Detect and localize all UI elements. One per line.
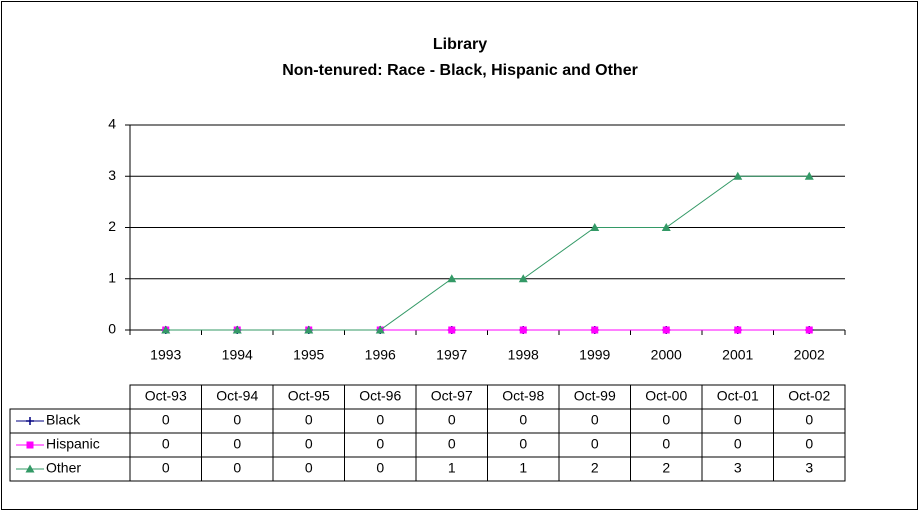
legend-label: Hispanic [46,436,100,452]
marker [805,326,813,334]
table-cell: 0 [519,436,527,452]
table-cell: 0 [305,436,313,452]
marker [25,464,35,473]
table-cell: 0 [734,412,742,428]
marker [519,326,527,334]
table-cell: 0 [805,436,813,452]
y-tick-label: 0 [108,321,116,337]
x-tick-label: 2001 [722,347,753,363]
table-cell: 2 [662,460,670,476]
table-header: Oct-02 [788,388,830,404]
table-cell: 1 [448,460,456,476]
table-cell: 0 [162,436,170,452]
table-cell: 0 [376,412,384,428]
x-tick-label: 2000 [651,347,682,363]
x-tick-label: 1995 [293,347,324,363]
marker [733,171,743,180]
table-header: Oct-94 [216,388,258,404]
table-header: Oct-01 [717,388,759,404]
table-header: Oct-98 [502,388,544,404]
table-cell: 0 [734,436,742,452]
marker [304,325,314,334]
table-cell: 0 [233,436,241,452]
marker [375,325,385,334]
table-header: Oct-96 [359,388,401,404]
table-cell: 0 [305,412,313,428]
y-tick-label: 4 [108,116,116,132]
x-tick-label: 1999 [579,347,610,363]
marker [661,223,671,231]
marker [232,325,242,334]
x-tick-label: 1996 [365,347,396,363]
table-cell: 0 [376,460,384,476]
table-header: Oct-99 [574,388,616,404]
table-cell: 2 [591,460,599,476]
table-cell: 3 [734,460,742,476]
table-cell: 0 [805,412,813,428]
table-cell: 0 [233,460,241,476]
x-tick-label: 2002 [794,347,825,363]
table-cell: 0 [662,436,670,452]
x-tick-label: 1998 [508,347,539,363]
x-tick-label: 1994 [222,347,253,363]
x-tick-label: 1993 [150,347,181,363]
table-cell: 0 [448,436,456,452]
table-cell: 0 [233,412,241,428]
marker [26,441,34,449]
table-cell: 0 [448,412,456,428]
table-cell: 1 [519,460,527,476]
marker [662,326,670,334]
x-tick-label: 1997 [436,347,467,363]
table-header: Oct-97 [431,388,473,404]
marker [447,274,457,283]
table-cell: 0 [162,412,170,428]
y-tick-label: 2 [108,218,116,234]
chart-title: Library [433,36,487,53]
table-header: Oct-95 [288,388,330,404]
table-cell: 0 [591,436,599,452]
marker [734,326,742,334]
marker [448,326,456,334]
table-cell: 0 [162,460,170,476]
legend-label: Black [46,412,81,428]
table-cell: 3 [805,460,813,476]
table-cell: 0 [591,412,599,428]
chart-subtitle: Non-tenured: Race - Black, Hispanic and … [282,62,638,79]
marker [591,326,599,334]
marker [161,325,171,334]
legend-label: Other [46,460,81,476]
table-cell: 0 [305,460,313,476]
series-line [165,175,810,331]
marker [804,171,814,180]
table-cell: 0 [662,412,670,428]
y-tick-label: 1 [108,269,116,285]
table-header: Oct-00 [645,388,687,404]
table-cell: 0 [376,436,384,452]
table-cell: 0 [519,412,527,428]
table-header: Oct-93 [145,388,187,404]
marker [26,417,34,425]
y-tick-label: 3 [108,167,116,183]
marker [518,274,528,283]
marker [590,223,600,231]
table-frame [9,408,846,482]
